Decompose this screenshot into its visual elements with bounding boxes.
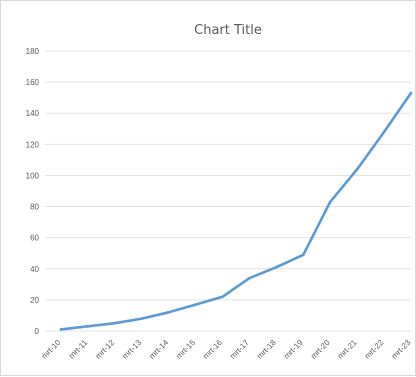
y-tick-label: 60 <box>30 234 39 243</box>
series-line-0 <box>59 91 413 331</box>
data-point <box>302 253 305 257</box>
x-tick-label: mrt-16 <box>201 338 224 361</box>
x-tick-label: mrt-12 <box>94 338 117 361</box>
data-point <box>167 311 170 314</box>
x-tick-label: mrt-11 <box>67 338 90 361</box>
x-tick-label: mrt-10 <box>40 338 63 361</box>
x-tick-label: mrt-20 <box>309 338 332 361</box>
gridlines <box>45 50 411 332</box>
y-axis-ticks: 0 20 40 60 80 100 120 140 160 180 <box>26 47 40 336</box>
y-tick-label: 160 <box>26 78 40 87</box>
y-tick-label: 100 <box>26 171 40 180</box>
y-tick-label: 20 <box>30 296 39 305</box>
chart-title: Chart Title <box>194 23 262 38</box>
data-point <box>194 303 197 306</box>
x-tick-label: mrt-17 <box>228 338 251 361</box>
y-tick-label: 140 <box>26 109 40 118</box>
y-tick-label: 0 <box>35 327 40 336</box>
x-tick-label: mrt-23 <box>390 338 413 361</box>
x-tick-label: mrt-19 <box>282 338 305 361</box>
x-tick-label: mrt-14 <box>147 338 170 361</box>
y-tick-label: 180 <box>26 47 40 56</box>
x-axis-ticks: mrt-10 mrt-11 mrt-12 mrt-13 mrt-14 mrt-15 mrt-… <box>40 338 413 361</box>
x-tick-label: mrt-18 <box>255 338 278 361</box>
data-point <box>86 325 90 328</box>
y-tick-label: 80 <box>30 203 39 212</box>
data-point <box>221 295 224 299</box>
data-point <box>382 130 386 134</box>
data-point <box>140 317 144 320</box>
x-tick-label: mrt-21 <box>336 338 359 361</box>
data-point <box>248 276 251 280</box>
x-tick-label: mrt-15 <box>174 338 197 361</box>
y-tick-label: 120 <box>26 140 40 149</box>
data-point <box>328 200 332 204</box>
plot-area <box>59 91 413 331</box>
data-point <box>275 265 278 269</box>
data-point <box>409 91 413 95</box>
data-point <box>355 167 359 171</box>
data-point <box>113 321 117 325</box>
x-tick-label: mrt-13 <box>120 338 143 361</box>
y-tick-label: 40 <box>30 265 39 274</box>
data-point <box>59 328 63 331</box>
x-tick-label: mrt-22 <box>363 338 386 361</box>
